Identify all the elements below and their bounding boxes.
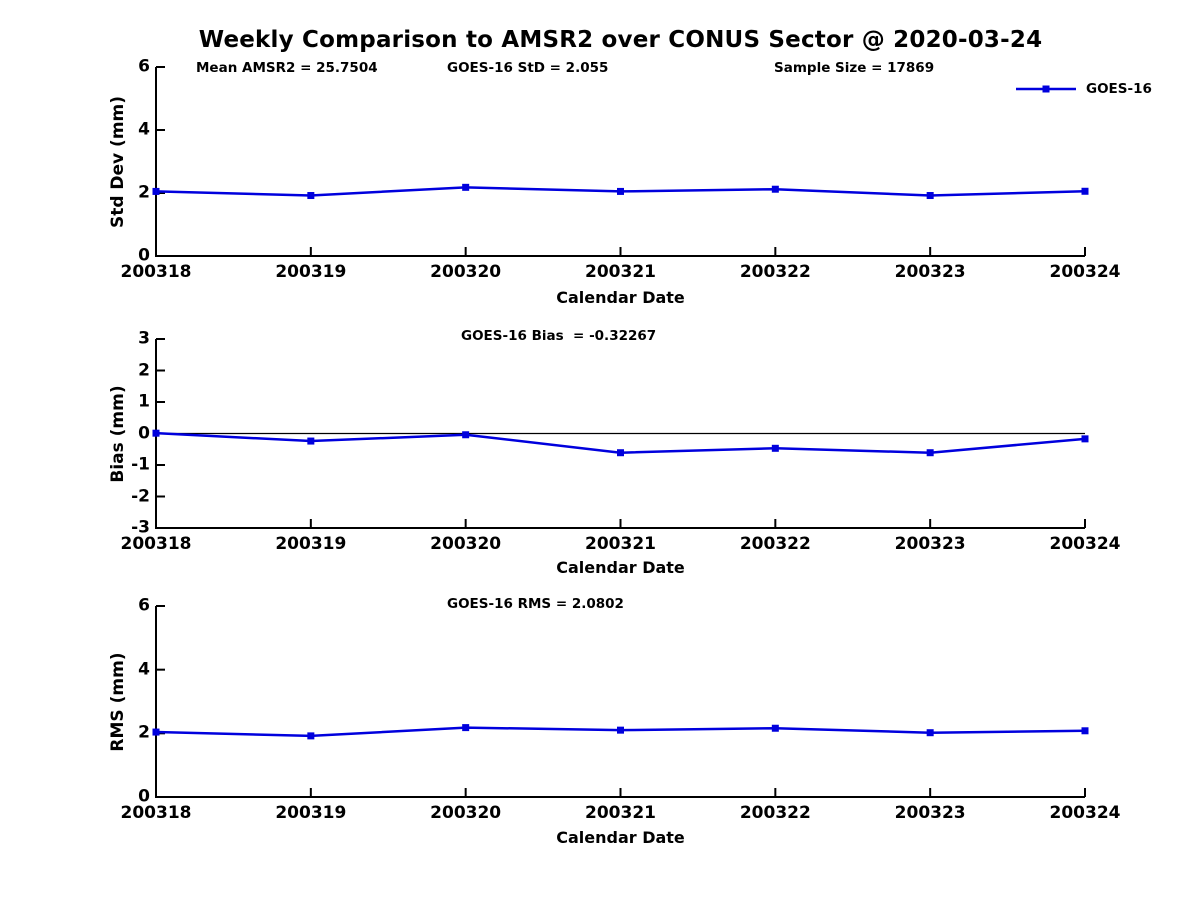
x-tick-label-plot3: 200321: [585, 803, 656, 823]
legend-label: GOES-16: [1086, 81, 1152, 97]
data-point-marker-goes-16: [462, 431, 470, 439]
data-point-marker-goes-16: [307, 437, 315, 445]
x-tick-label-plot1: 200324: [1049, 262, 1121, 282]
x-tick-label-plot3: 200319: [275, 803, 347, 823]
data-point-marker-goes-16: [926, 449, 934, 457]
ylabel-bias: Bias (mm): [108, 385, 128, 483]
y-tick-label-plot2: 2: [138, 360, 150, 380]
data-point-marker-goes-16: [152, 728, 160, 736]
data-point-marker-goes-16: [1081, 435, 1089, 443]
x-tick-label-plot1: 200319: [275, 262, 347, 282]
data-point-marker-goes-16: [1081, 187, 1089, 195]
annotation-goes16-std: GOES-16 StD = 2.055: [447, 60, 609, 76]
data-point-marker-goes-16: [152, 187, 160, 195]
y-tick-label-plot3: 2: [138, 722, 150, 743]
xlabel-calendar-date-3: Calendar Date: [556, 828, 685, 847]
y-tick-label-plot3: 0: [138, 786, 150, 807]
y-tick-label-plot2: 0: [138, 423, 150, 443]
data-point-marker-goes-16: [462, 183, 470, 191]
data-point-marker-goes-16: [1081, 727, 1089, 735]
y-tick-label-plot2: -2: [131, 486, 150, 506]
y-tick-label-plot1: 0: [138, 245, 150, 266]
x-tick-label-plot3: 200323: [894, 803, 966, 823]
data-point-marker-goes-16: [307, 192, 315, 200]
x-tick-label-plot1: 200322: [739, 262, 811, 282]
legend-line-sample: [1016, 85, 1076, 93]
x-tick-label-plot2: 200318: [120, 534, 192, 554]
x-tick-label-plot2: 200324: [1049, 534, 1121, 554]
data-point-marker-goes-16: [771, 724, 779, 732]
data-point-marker-goes-16: [926, 729, 934, 737]
data-point-marker-goes-16: [462, 724, 470, 732]
data-point-marker-goes-16: [771, 185, 779, 193]
x-tick-label-plot2: 200322: [739, 534, 811, 554]
y-tick-label-plot3: 4: [138, 659, 150, 680]
data-point-marker-goes-16: [926, 192, 934, 200]
data-point-marker-goes-16: [152, 429, 160, 437]
ylabel-rms: RMS (mm): [108, 652, 128, 752]
x-tick-label-plot3: 200324: [1049, 803, 1121, 823]
x-tick-label-plot1: 200320: [430, 262, 502, 282]
x-tick-label-plot3: 200318: [120, 803, 192, 823]
data-point-marker-goes-16: [771, 444, 779, 452]
data-point-marker-goes-16: [617, 449, 624, 457]
x-tick-label-plot3: 200322: [739, 803, 811, 823]
y-tick-label-plot3: 6: [138, 595, 150, 616]
x-tick-label-plot2: 200323: [894, 534, 966, 554]
ylabel-std-dev: Std Dev (mm): [108, 95, 128, 229]
y-tick-label-plot2: -1: [131, 454, 150, 475]
chart-title: Weekly Comparison to AMSR2 over CONUS Se…: [198, 27, 1043, 53]
y-tick-label-plot1: 2: [138, 182, 150, 203]
y-tick-label-plot2: 3: [138, 328, 150, 349]
x-tick-label-plot1: 200321: [585, 262, 656, 282]
x-tick-label-plot1: 200323: [894, 262, 966, 282]
x-tick-label-plot3: 200320: [430, 803, 502, 823]
data-point-marker-goes-16: [307, 732, 315, 740]
axis-spine-plot1: [155, 67, 1085, 257]
y-tick-label-plot1: 6: [138, 56, 150, 77]
y-tick-label-plot1: 4: [138, 119, 150, 140]
xlabel-calendar-date-1: Calendar Date: [556, 288, 685, 307]
axis-spine-plot3: [155, 606, 1085, 798]
annotation-goes16-bias: GOES-16 Bias = -0.32267: [461, 328, 657, 344]
xlabel-calendar-date-2: Calendar Date: [556, 558, 685, 577]
legend: GOES-16: [1014, 81, 1152, 97]
annotation-goes16-rms: GOES-16 RMS = 2.0802: [447, 596, 624, 612]
data-point-marker-goes-16: [617, 726, 624, 734]
annotation-sample-size: Sample Size = 17869: [774, 60, 935, 76]
y-tick-label-plot2: 1: [138, 391, 150, 412]
y-tick-label-plot2: -3: [131, 517, 150, 538]
x-tick-label-plot2: 200321: [585, 534, 656, 554]
x-tick-label-plot2: 200320: [430, 534, 502, 554]
data-point-marker-goes-16: [617, 187, 624, 195]
x-tick-label-plot1: 200318: [120, 262, 192, 282]
x-tick-label-plot2: 200319: [275, 534, 347, 554]
annotation-mean-amsr2: Mean AMSR2 = 25.7504: [196, 60, 378, 76]
